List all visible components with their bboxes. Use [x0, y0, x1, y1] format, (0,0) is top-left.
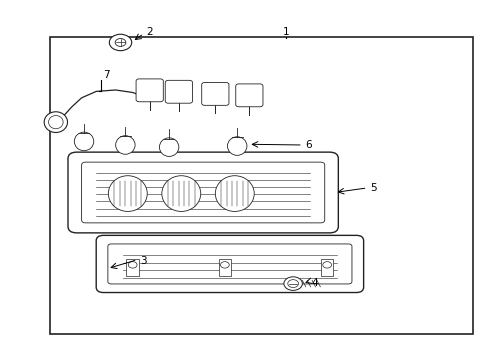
FancyBboxPatch shape [201, 82, 228, 105]
Ellipse shape [44, 112, 67, 132]
FancyBboxPatch shape [68, 152, 338, 233]
Ellipse shape [162, 176, 201, 211]
Text: 1: 1 [282, 27, 288, 37]
FancyBboxPatch shape [136, 79, 163, 102]
Ellipse shape [215, 176, 254, 211]
Circle shape [128, 262, 137, 268]
Circle shape [115, 39, 125, 46]
Ellipse shape [116, 136, 135, 154]
Bar [126, 260, 139, 275]
Bar [218, 260, 231, 275]
Text: 5: 5 [369, 183, 376, 193]
Circle shape [284, 277, 302, 291]
Text: 4: 4 [311, 278, 318, 288]
Text: 7: 7 [103, 69, 110, 80]
Ellipse shape [48, 116, 63, 129]
Text: 2: 2 [146, 27, 153, 37]
Circle shape [322, 262, 331, 268]
Circle shape [109, 34, 131, 51]
Ellipse shape [74, 132, 94, 151]
FancyBboxPatch shape [235, 84, 263, 107]
FancyBboxPatch shape [165, 80, 192, 103]
FancyBboxPatch shape [96, 235, 363, 293]
Circle shape [220, 262, 229, 268]
Bar [50, 37, 472, 334]
FancyBboxPatch shape [81, 162, 324, 223]
Ellipse shape [227, 137, 246, 156]
Circle shape [287, 280, 298, 288]
Ellipse shape [159, 138, 179, 157]
FancyBboxPatch shape [108, 244, 351, 284]
Text: 3: 3 [140, 256, 146, 266]
Bar [320, 260, 333, 275]
Ellipse shape [108, 176, 147, 211]
Text: 6: 6 [305, 140, 311, 150]
